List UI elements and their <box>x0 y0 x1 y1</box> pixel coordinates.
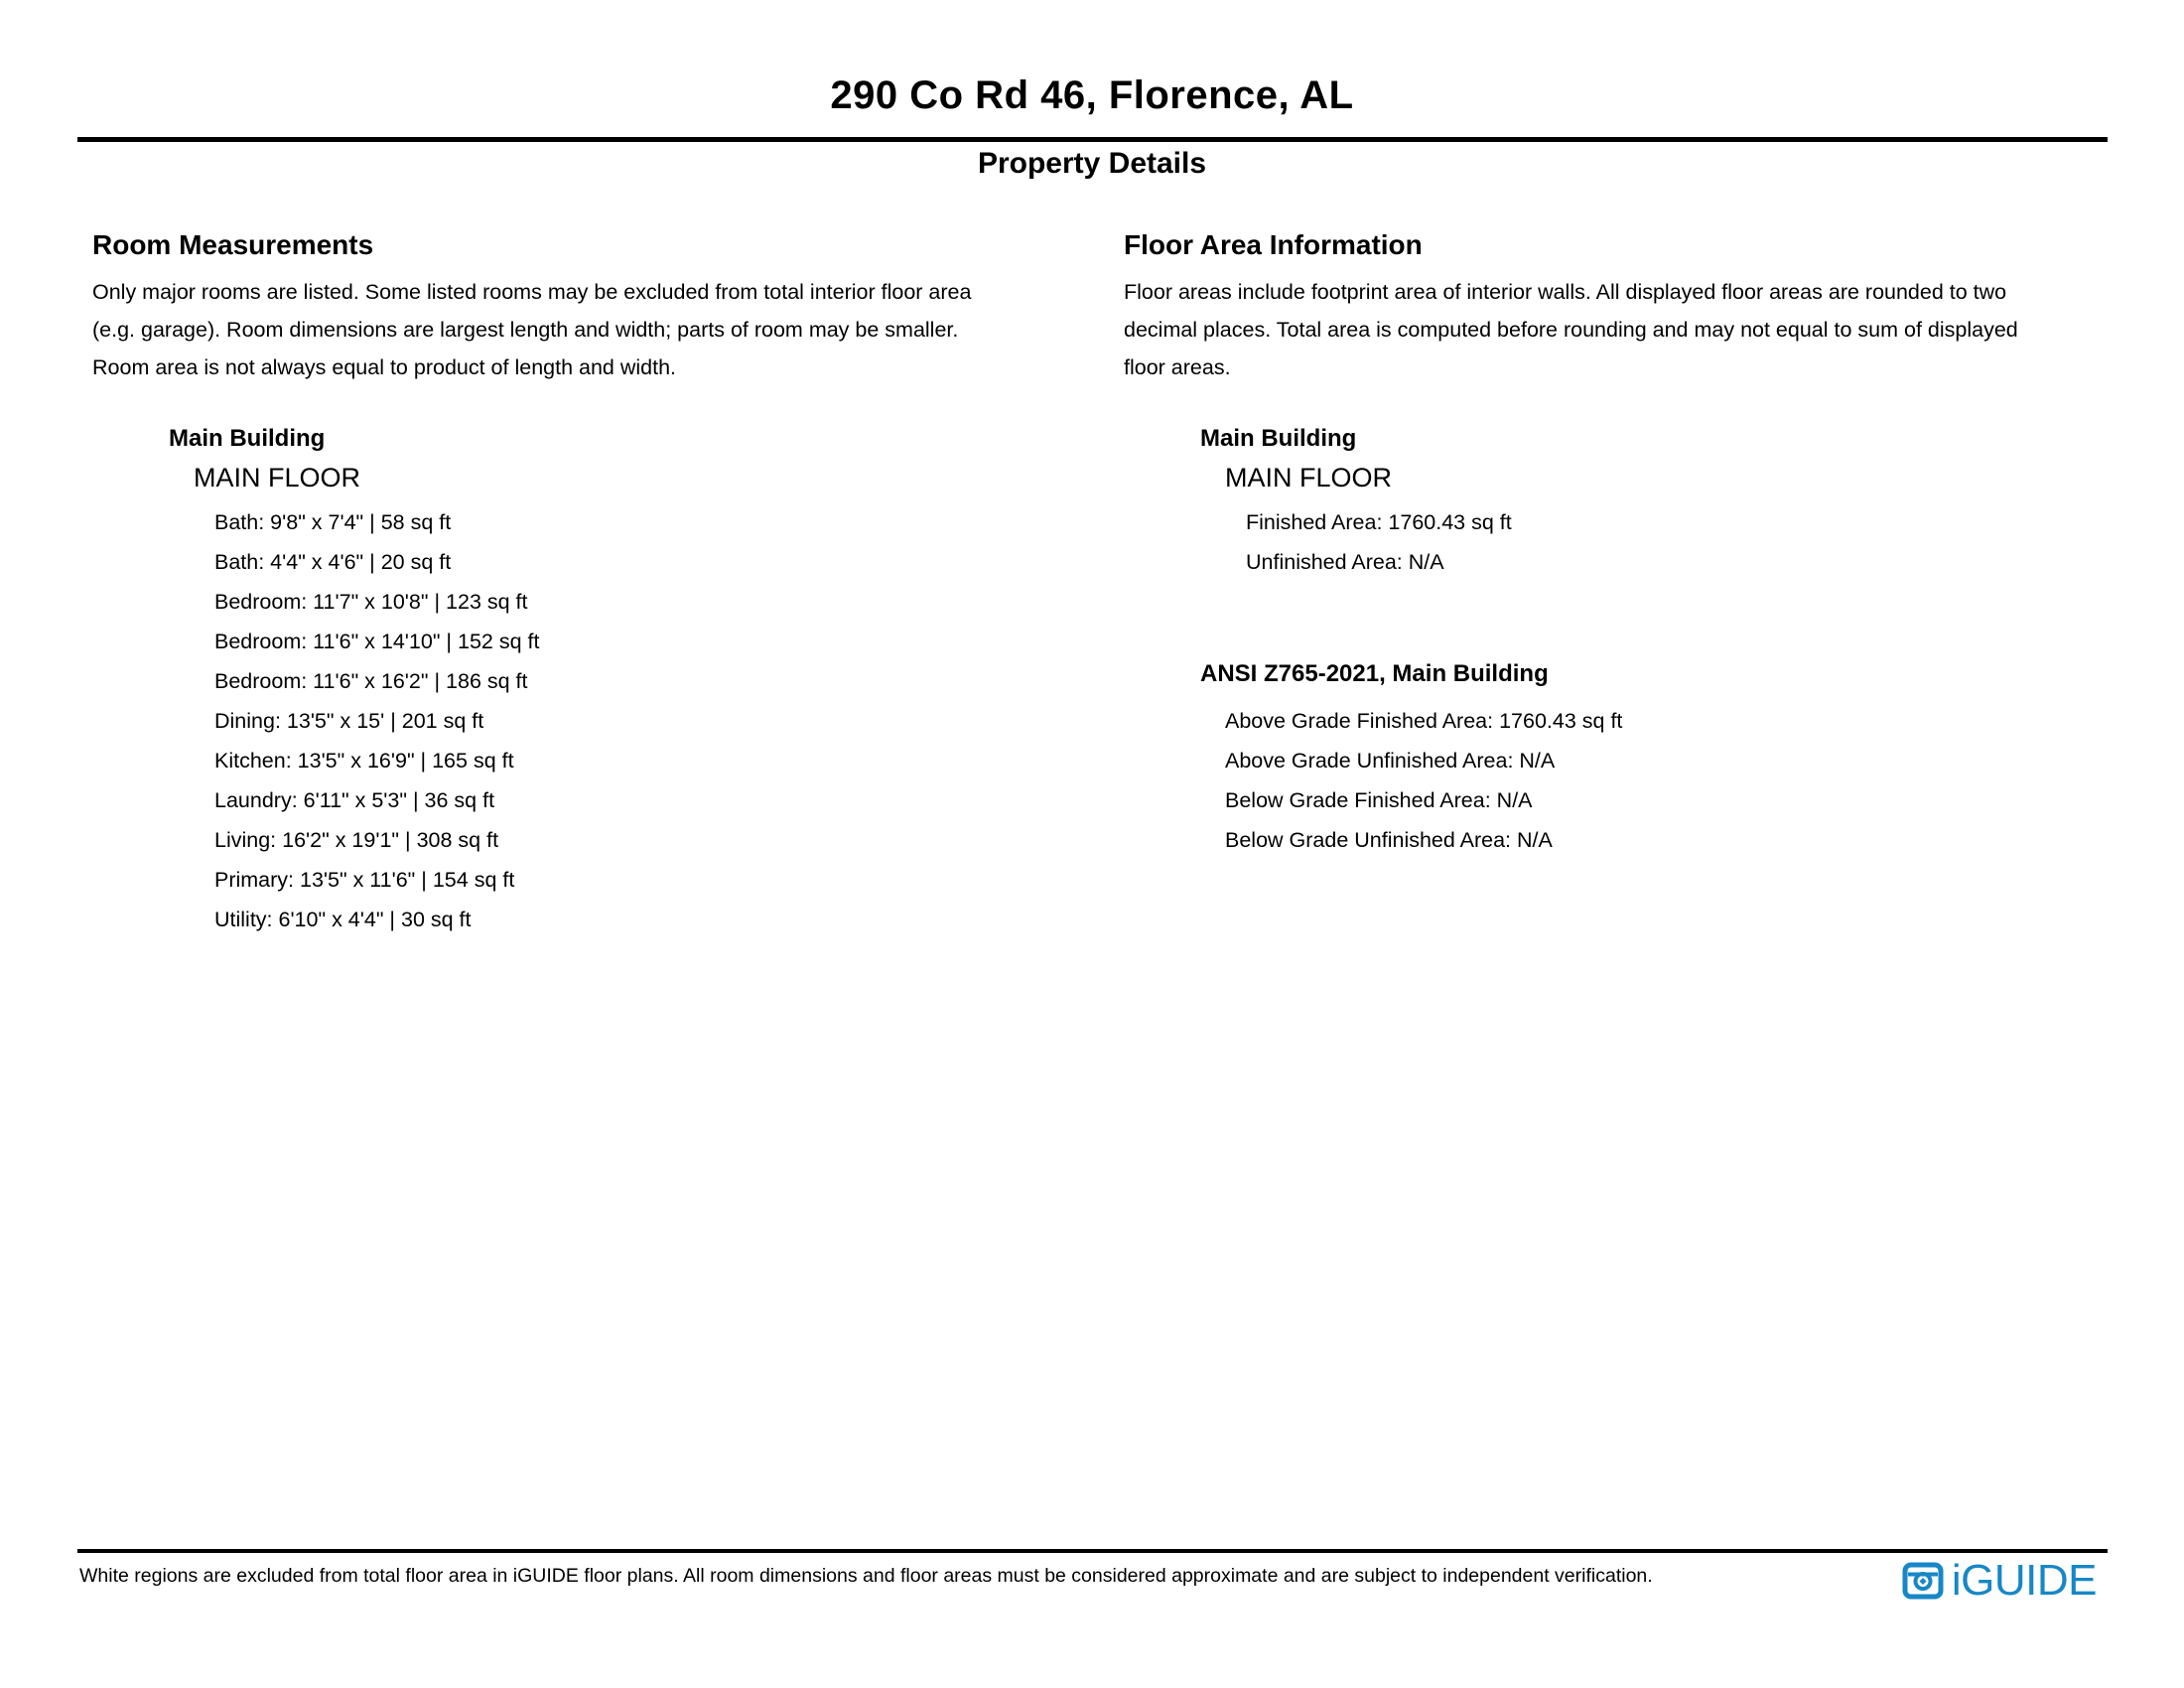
description-line: Only major rooms are listed. Some listed… <box>92 280 972 304</box>
ansi-list: Above Grade Finished Area: 1760.43 sq ft… <box>1225 701 1622 860</box>
room-item: Dining: 13'5" x 15' | 201 sq ft <box>214 709 484 733</box>
camera-body-shape <box>1902 1562 1944 1600</box>
floor-label: MAIN FLOOR <box>1225 463 1393 492</box>
page-subtitle: Property Details <box>977 147 1207 180</box>
room-item: Bath: 9'8" x 7'4" | 58 sq ft <box>214 510 452 534</box>
page-title: 290 Co Rd 46, Florence, AL <box>830 73 1354 117</box>
description-line: (e.g. garage). Room dimensions are large… <box>92 318 959 342</box>
room-item: Bedroom: 11'6" x 14'10" | 152 sq ft <box>214 630 540 653</box>
room-item: Kitchen: 13'5" x 16'9" | 165 sq ft <box>214 749 514 773</box>
room-item: Bath: 4'4" x 4'6" | 20 sq ft <box>214 550 452 574</box>
ansi-item: Above Grade Unfinished Area: N/A <box>1225 749 1556 773</box>
description-line: Room area is not always equal to product… <box>92 355 677 379</box>
room-measurements-section: Room Measurements Only major rooms are l… <box>92 229 1115 1123</box>
ansi-item: Below Grade Unfinished Area: N/A <box>1225 828 1553 852</box>
room-list: Bath: 9'8" x 7'4" | 58 sq ft Bath: 4'4" … <box>214 502 539 939</box>
room-item: Living: 16'2" x 19'1" | 308 sq ft <box>214 828 499 852</box>
floor-area-information-heading: Floor Area Information <box>1124 229 1423 260</box>
description-line: floor areas. <box>1124 355 1231 379</box>
room-item: Primary: 13'5" x 11'6" | 154 sq ft <box>214 868 515 892</box>
ansi-item: Below Grade Finished Area: N/A <box>1225 788 1533 812</box>
floor-area-information-section: Floor Area Information Floor areas inclu… <box>1124 229 2146 1123</box>
camera-aperture-shape <box>1919 1578 1927 1585</box>
floor-area-item: Finished Area: 1760.43 sq ft <box>1246 510 1512 534</box>
ansi-heading: ANSI Z765-2021, Main Building <box>1200 660 1549 687</box>
ansi-item: Above Grade Finished Area: 1760.43 sq ft <box>1225 709 1623 733</box>
iguide-camera-icon <box>1902 1562 1944 1600</box>
building-name: Main Building <box>1200 425 1357 452</box>
floor-label: MAIN FLOOR <box>194 463 361 492</box>
floor-area-list: Finished Area: 1760.43 sq ft Unfinished … <box>1246 502 1512 582</box>
floor-area-information-description: Floor areas include footprint area of in… <box>1124 273 2018 386</box>
room-item: Bedroom: 11'7" x 10'8" | 123 sq ft <box>214 590 528 614</box>
iguide-logo-text: iGUIDE <box>1951 1556 2098 1605</box>
camera-lens-shape <box>1913 1572 1933 1591</box>
header-divider <box>77 137 2108 142</box>
building-name: Main Building <box>169 425 326 452</box>
room-measurements-description: Only major rooms are listed. Some listed… <box>92 273 971 386</box>
room-item: Laundry: 6'11" x 5'3" | 36 sq ft <box>214 788 495 812</box>
room-item: Utility: 6'10" x 4'4" | 30 sq ft <box>214 908 472 931</box>
room-measurements-heading: Room Measurements <box>92 229 374 260</box>
room-item: Bedroom: 11'6" x 16'2" | 186 sq ft <box>214 669 528 693</box>
floor-area-item: Unfinished Area: N/A <box>1246 550 1444 574</box>
footer-divider <box>77 1549 2108 1553</box>
description-line: Floor areas include footprint area of in… <box>1124 280 2007 304</box>
footer-disclaimer: White regions are excluded from total fl… <box>79 1565 1653 1587</box>
description-line: decimal places. Total area is computed b… <box>1124 318 2018 342</box>
iguide-logo: iGUIDE <box>1902 1556 2098 1605</box>
